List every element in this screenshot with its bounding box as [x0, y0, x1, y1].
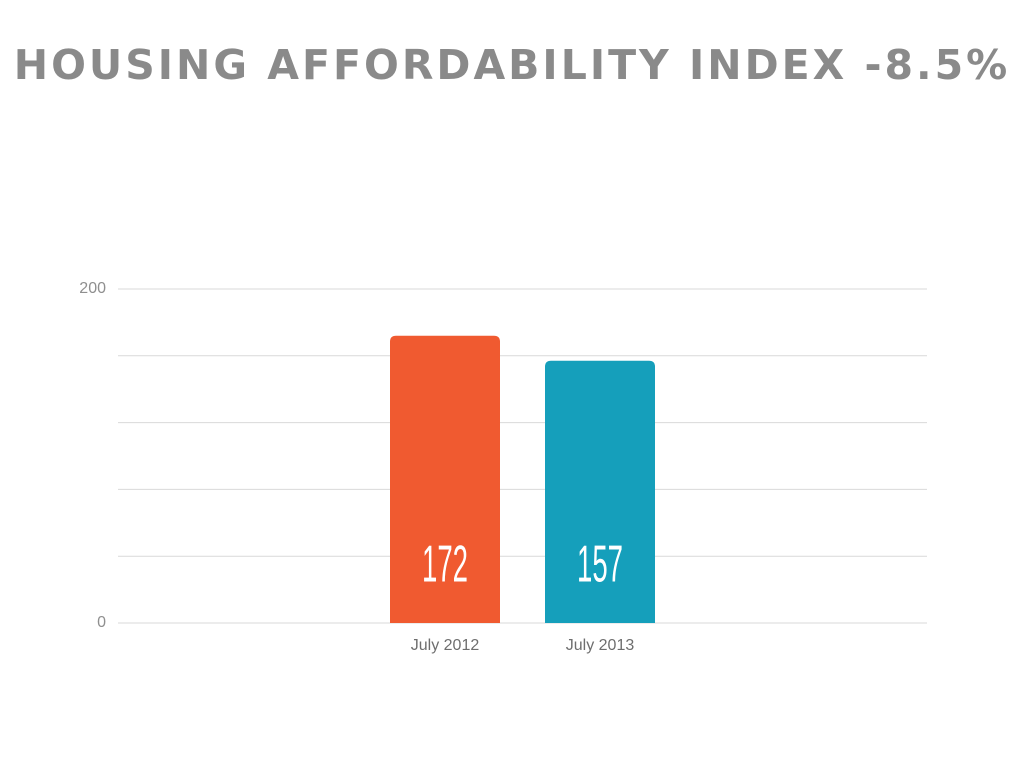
y-tick-label: 200	[79, 280, 106, 297]
bar	[390, 335, 500, 623]
y-tick-label: 0	[97, 614, 106, 631]
x-tick-label: July 2012	[411, 637, 480, 654]
chart-title: HOUSING AFFORDABILITY INDEX -8.5%	[14, 41, 1010, 89]
bar	[545, 360, 655, 623]
x-tick-label: July 2013	[566, 637, 635, 654]
value-label: 157	[577, 536, 623, 594]
value-label: 172	[422, 536, 468, 594]
